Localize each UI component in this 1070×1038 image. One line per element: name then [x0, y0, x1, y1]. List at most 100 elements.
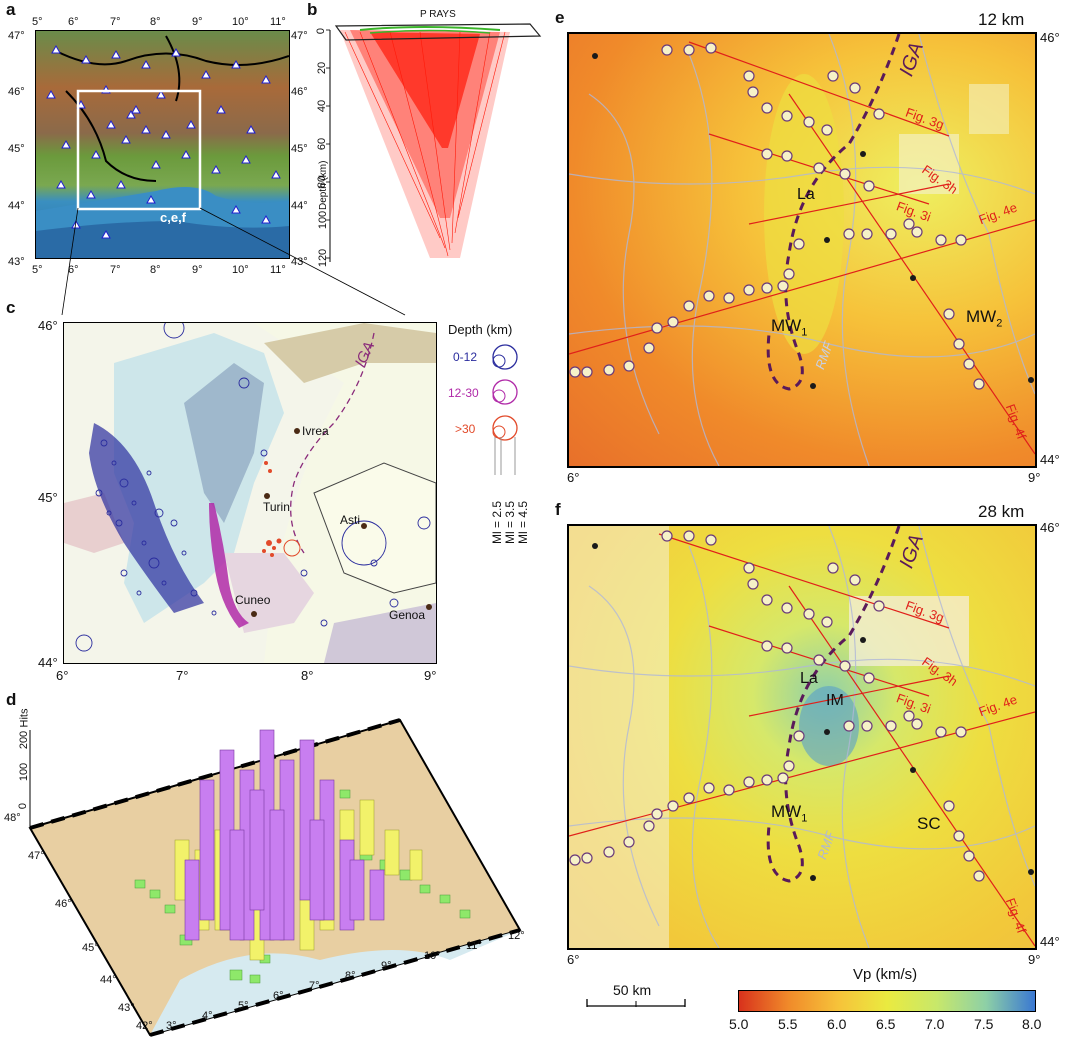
d-lon-tick: 3° [166, 1020, 177, 1032]
scale-bar-label: 50 km [613, 982, 652, 998]
a-lon-tick: 11° [270, 16, 286, 28]
panel-e-map [567, 32, 1037, 468]
b-depth-tick: 120 [317, 248, 330, 268]
e-lat-bottom: 44° [1040, 452, 1060, 467]
b-depth-tick: 0 [315, 27, 328, 35]
d-lat-tick: 42° [136, 1020, 153, 1032]
a-lat-tick: 47° [8, 30, 25, 42]
d-z-tick: 100 [18, 762, 31, 782]
town-cuneo: Cuneo [235, 593, 271, 607]
f-mw1-label: MW1 [771, 802, 808, 825]
panel-label-a: a [6, 0, 16, 19]
depth-legend-title: Depth (km) [448, 322, 513, 337]
b-axis-label: Depth (km) [318, 160, 329, 210]
panel-c-map [63, 322, 437, 664]
hits-bars [134, 729, 471, 984]
f-sc-label: SC [917, 814, 941, 833]
b-depth-tick: 60 [316, 137, 329, 151]
a-lon-tick: 5° [32, 264, 43, 276]
panel-label-e: e [555, 8, 565, 27]
d-lat-tick: 46° [55, 898, 72, 910]
legend-class-intermediate: 12-30 [448, 386, 479, 400]
e-la-label: La [797, 186, 815, 203]
e-lon-right: 9° [1028, 470, 1041, 485]
a-lon-tick: 10° [232, 264, 249, 276]
d-lat-tick: 43° [118, 1002, 135, 1014]
town-ivrea: Ivrea [302, 424, 329, 438]
a-lat-tick: 46° [8, 86, 25, 98]
a-lat-tick: 46° [291, 86, 308, 98]
f-lon-right: 9° [1028, 952, 1041, 967]
b-depth-tick: 100 [317, 210, 330, 230]
a-lon-tick: 9° [192, 264, 203, 276]
c-lon-tick: 7° [176, 668, 189, 683]
panel-a-overlay [36, 35, 289, 258]
box-label: c,e,f [160, 210, 187, 225]
colorbar-tick: 7.0 [925, 1016, 945, 1032]
e-section-lines [569, 41, 1035, 455]
a-lon-tick: 9° [192, 16, 203, 28]
a-lat-tick: 45° [291, 143, 308, 155]
a-lat-tick: 43° [8, 256, 25, 268]
d-lon-tick: 6° [273, 990, 284, 1002]
c-lat-tick: 46° [38, 318, 58, 333]
a-lon-tick: 7° [110, 264, 121, 276]
hits-3d-plot [28, 718, 522, 1037]
ray-plot [326, 23, 542, 262]
e-lat-top: 46° [1040, 30, 1060, 45]
f-lat-top: 46° [1040, 520, 1060, 535]
f-lat-bottom: 44° [1040, 934, 1060, 949]
colorbar-tick: 5.5 [778, 1016, 798, 1032]
scale-bar [586, 999, 686, 1007]
study-area-box [76, 89, 202, 211]
d-lon-tick: 7° [309, 980, 320, 992]
c-lon-tick: 6° [56, 668, 69, 683]
a-lat-tick: 44° [8, 200, 25, 212]
f-lon-left: 6° [567, 952, 580, 967]
colorbar-tick: 6.0 [827, 1016, 847, 1032]
d-z-tick: 200 [18, 730, 31, 750]
a-lon-tick: 5° [32, 16, 43, 28]
panel-a-map [35, 30, 290, 259]
panel-label-c: c [6, 298, 16, 317]
d-lon-tick: 9° [381, 960, 392, 972]
c-lon-tick: 9° [424, 668, 437, 683]
magnitude-legend [492, 344, 518, 475]
c-lon-tick: 8° [301, 668, 314, 683]
a-lat-tick: 44° [291, 200, 308, 212]
e-depth-label: 12 km [978, 10, 1025, 29]
e-mw2-label: MW2 [966, 307, 1003, 330]
town-asti: Asti [340, 513, 361, 527]
panel-f-map [567, 524, 1037, 950]
a-lon-tick: 8° [150, 16, 161, 28]
town-turin: Turin [263, 500, 290, 514]
town-markers [251, 428, 432, 617]
e-profile-stations [569, 42, 985, 390]
station-triangles [46, 44, 281, 239]
panel-label-d: d [6, 690, 17, 709]
d-lat-tick: 45° [82, 942, 99, 954]
seismicity-deep [262, 461, 282, 557]
magnitude-label: Ml = 3.5 [503, 500, 517, 544]
f-la-label: La [800, 670, 818, 687]
d-lat-tick: 48° [4, 812, 21, 824]
c-lat-tick: 45° [38, 490, 58, 505]
d-lon-tick: 4° [202, 1010, 213, 1022]
rays-title: P RAYS [420, 9, 456, 20]
d-lat-tick: 44° [100, 974, 117, 986]
d-z-label: Hits [18, 708, 31, 728]
colorbar-tick: 5.0 [729, 1016, 749, 1032]
vp-colorbar [738, 990, 1036, 1012]
colorbar-tick: 6.5 [876, 1016, 896, 1032]
d-lon-tick: 11° [466, 940, 482, 952]
seismicity-intermediate [209, 503, 249, 628]
panel-label-b: b [307, 0, 318, 19]
f-profile-stations [569, 530, 985, 882]
b-depth-tick: 40 [316, 99, 329, 113]
a-lon-tick: 8° [150, 264, 161, 276]
magnitude-label: Ml = 4.5 [516, 500, 530, 544]
d-lon-tick: 10° [424, 950, 441, 962]
b-depth-tick: 20 [316, 61, 329, 75]
town-genoa: Genoa [389, 608, 426, 622]
a-lon-tick: 7° [110, 16, 121, 28]
